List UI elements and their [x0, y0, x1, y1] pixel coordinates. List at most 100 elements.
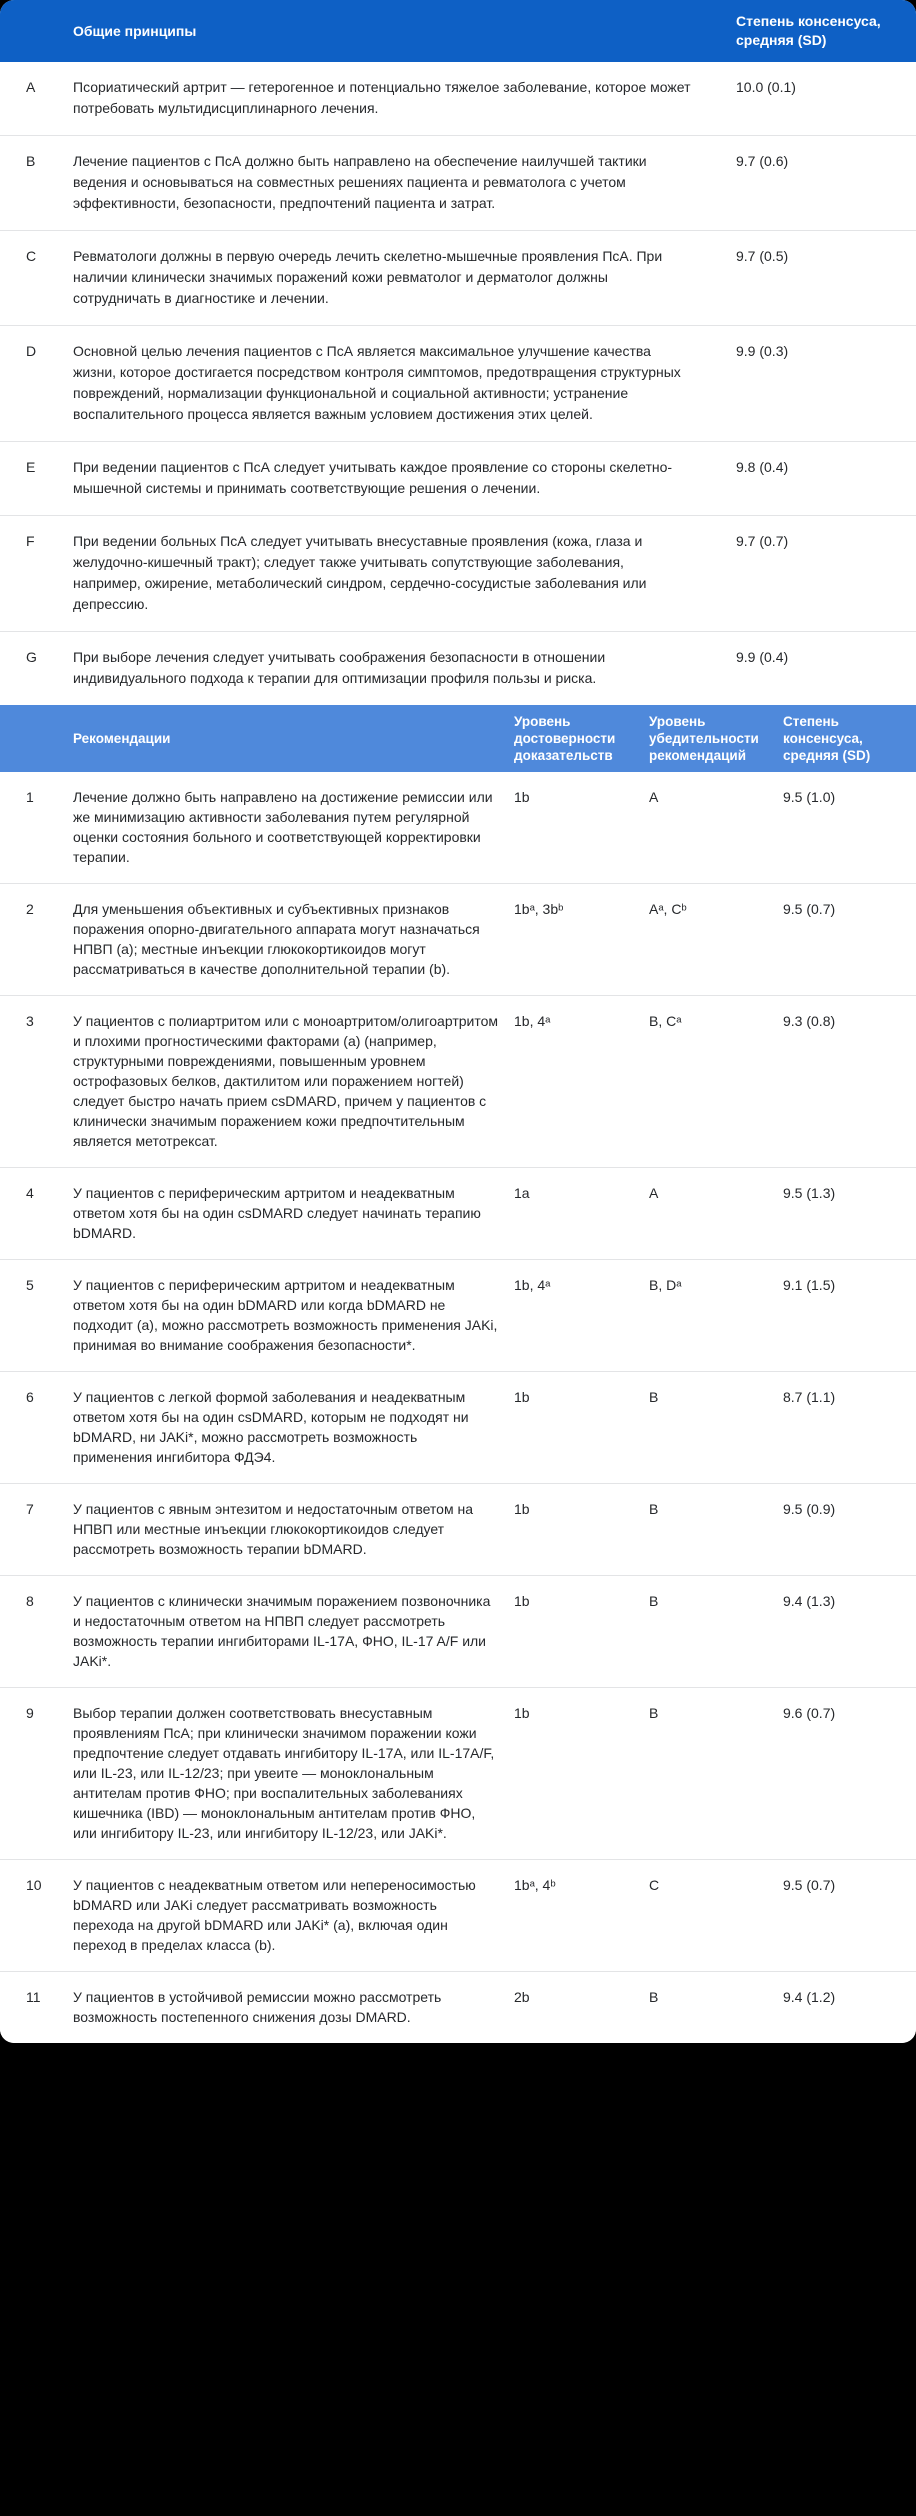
row-strength-grade: B, Dᵃ	[649, 1277, 682, 1293]
recommendation-row-1: 1 Лечение должно быть направлено на дост…	[0, 772, 916, 883]
row-label: 11	[26, 1989, 41, 2005]
row-label: 10	[26, 1877, 42, 1893]
row-strength-grade: A	[649, 789, 659, 805]
recommendations-header-empty-cell	[0, 731, 73, 747]
row-evidence-level: 2b	[514, 1989, 530, 2005]
principles-table-header: Общие принципы Степень консенсуса, средн…	[0, 0, 916, 62]
row-text: У пациентов с периферическим артритом и …	[73, 1277, 498, 1353]
row-text: Лечение должно быть направлено на достиж…	[73, 789, 493, 865]
row-text: У пациентов с периферическим артритом и …	[73, 1185, 481, 1241]
row-strength-grade: B	[649, 1389, 659, 1405]
row-consensus: 9.5 (0.9)	[783, 1501, 836, 1517]
row-text: Псориатический артрит — гетерогенное и п…	[73, 79, 691, 116]
row-evidence-level: 1a	[514, 1185, 530, 1201]
recommendations-table: Рекомендации Уровень достоверности доказ…	[0, 705, 916, 2043]
recommendations-header-strength: Уровень убедительности рекомендаций	[649, 714, 759, 763]
row-text: Выбор терапии должен соответствовать вне…	[73, 1705, 495, 1841]
row-text: Для уменьшения объективных и субъективны…	[73, 901, 480, 977]
row-consensus: 9.5 (0.7)	[783, 901, 836, 917]
row-evidence-level: 1bᵃ, 4ᵇ	[514, 1877, 556, 1893]
row-text: Лечение пациентов с ПсА должно быть напр…	[73, 153, 647, 211]
recommendations-table-header: Рекомендации Уровень достоверности доказ…	[0, 705, 916, 772]
row-label: E	[26, 459, 36, 475]
recommendation-row-10: 10 У пациентов с неадекватным ответом ил…	[0, 1859, 916, 1971]
row-consensus: 9.7 (0.6)	[736, 153, 789, 169]
recommendation-row-2: 2 Для уменьшения объективных и субъектив…	[0, 883, 916, 995]
row-label: F	[26, 533, 35, 549]
row-label: 4	[26, 1185, 34, 1201]
row-label: 9	[26, 1705, 34, 1721]
row-text: У пациентов в устойчивой ремиссии можно …	[73, 1989, 442, 2025]
row-strength-grade: B	[649, 1593, 659, 1609]
row-label: 2	[26, 901, 34, 917]
row-label: D	[26, 343, 37, 359]
row-strength-grade: C	[649, 1877, 660, 1893]
recommendation-row-8: 8 У пациентов с клинически значимым пора…	[0, 1575, 916, 1687]
row-text: У пациентов с легкой формой заболевания …	[73, 1389, 469, 1465]
row-text: У пациентов с неадекватным ответом или н…	[73, 1877, 476, 1953]
row-consensus: 9.5 (1.0)	[783, 789, 836, 805]
row-strength-grade: B	[649, 1705, 659, 1721]
row-strength-grade: B, Cᵃ	[649, 1013, 682, 1029]
row-label: C	[26, 248, 37, 264]
row-evidence-level: 1b	[514, 789, 530, 805]
row-consensus: 9.4 (1.2)	[783, 1989, 836, 2005]
row-label: 6	[26, 1389, 34, 1405]
row-evidence-level: 1bᵃ, 3bᵇ	[514, 901, 564, 917]
principles-row-E: E При ведении пациентов с ПсА следует уч…	[0, 441, 916, 515]
recommendation-row-11: 11 У пациентов в устойчивой ремиссии мож…	[0, 1971, 916, 2043]
recommendation-row-9: 9 Выбор терапии должен соответствовать в…	[0, 1687, 916, 1859]
row-consensus: 9.8 (0.4)	[736, 459, 789, 475]
recommendations-header-consensus: Степень консенсуса, средняя (SD)	[783, 714, 871, 763]
row-consensus: 9.9 (0.3)	[736, 343, 789, 359]
row-consensus: 9.9 (0.4)	[736, 649, 789, 665]
principles-row-G: G При выборе лечения следует учитывать с…	[0, 631, 916, 705]
principles-header-title: Общие принципы	[73, 22, 197, 39]
row-text: При ведении больных ПсА следует учитыват…	[73, 533, 647, 612]
row-label: 5	[26, 1277, 34, 1293]
row-consensus: 8.7 (1.1)	[783, 1389, 836, 1405]
row-consensus: 9.4 (1.3)	[783, 1593, 836, 1609]
principles-row-F: F При ведении больных ПсА следует учитыв…	[0, 515, 916, 631]
row-label: 3	[26, 1013, 34, 1029]
recommendation-row-7: 7 У пациентов с явным энтезитом и недост…	[0, 1483, 916, 1575]
row-consensus: 9.7 (0.5)	[736, 248, 789, 264]
row-text: У пациентов с явным энтезитом и недостат…	[73, 1501, 474, 1557]
row-evidence-level: 1b	[514, 1705, 530, 1721]
row-consensus: 9.5 (1.3)	[783, 1185, 836, 1201]
row-evidence-level: 1b	[514, 1593, 530, 1609]
row-consensus: 10.0 (0.1)	[736, 79, 796, 95]
row-strength-grade: B	[649, 1989, 659, 2005]
principles-header-empty-cell	[0, 22, 73, 40]
row-evidence-level: 1b, 4ᵃ	[514, 1013, 551, 1029]
row-evidence-level: 1b	[514, 1389, 530, 1405]
row-evidence-level: 1b	[514, 1501, 530, 1517]
row-label: 1	[26, 789, 34, 805]
recommendation-row-3: 3 У пациентов с полиартритом или с моноа…	[0, 995, 916, 1167]
row-label: G	[26, 649, 37, 665]
recommendation-row-6: 6 У пациентов с легкой формой заболевани…	[0, 1371, 916, 1483]
row-consensus: 9.3 (0.8)	[783, 1013, 836, 1029]
principles-row-B: B Лечение пациентов с ПсА должно быть на…	[0, 135, 916, 230]
row-strength-grade: Aᵃ, Cᵇ	[649, 901, 687, 917]
recommendation-row-5: 5 У пациентов с периферическим артритом …	[0, 1259, 916, 1371]
principles-table: Общие принципы Степень консенсуса, средн…	[0, 0, 916, 705]
row-text: При ведении пациентов с ПсА следует учит…	[73, 459, 673, 496]
principles-row-C: C Ревматологи должны в первую очередь ле…	[0, 230, 916, 325]
row-text: У пациентов с клинически значимым пораже…	[73, 1593, 491, 1669]
row-text: Основной целью лечения пациентов с ПсА я…	[73, 343, 681, 422]
recommendations-header-title: Рекомендации	[73, 731, 171, 746]
principles-header-consensus: Степень консенсуса, средняя (SD)	[736, 13, 881, 48]
row-consensus: 9.5 (0.7)	[783, 1877, 836, 1893]
principles-row-D: D Основной целью лечения пациентов с ПсА…	[0, 325, 916, 441]
row-strength-grade: A	[649, 1185, 659, 1201]
recommendations-header-evidence: Уровень достоверности доказательств	[514, 714, 616, 763]
row-evidence-level: 1b, 4ᵃ	[514, 1277, 551, 1293]
row-consensus: 9.6 (0.7)	[783, 1705, 836, 1721]
row-label: 7	[26, 1501, 34, 1517]
row-text: При выборе лечения следует учитывать соо…	[73, 649, 606, 686]
row-strength-grade: B	[649, 1501, 659, 1517]
row-consensus: 9.7 (0.7)	[736, 533, 789, 549]
recommendations-card: Общие принципы Степень консенсуса, средн…	[0, 0, 916, 2043]
